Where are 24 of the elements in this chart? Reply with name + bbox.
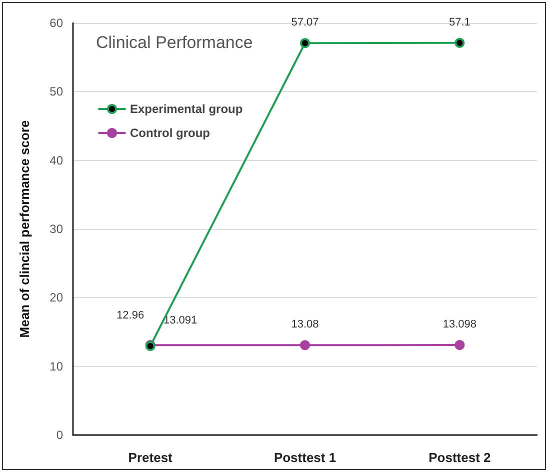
point: [454, 38, 465, 48]
data-label: 13.091: [164, 314, 198, 327]
point: [300, 340, 310, 350]
legend-label: Control group: [130, 126, 210, 140]
y-tick-label: 30: [50, 222, 64, 236]
point: [300, 38, 310, 48]
data-label: 13.08: [291, 318, 319, 331]
data-label: 13.098: [442, 318, 476, 331]
y-tick-label: 60: [50, 16, 64, 30]
x-tick-label: Pretest: [128, 450, 174, 465]
data-label: 57.07: [291, 16, 319, 29]
legend-label: Experimental group: [130, 102, 243, 116]
y-tick-label: 0: [56, 428, 64, 442]
y-tick-label: 20: [50, 290, 64, 305]
y-tick-label: 10: [50, 359, 64, 374]
point: [454, 340, 465, 350]
text: Clinical Performance: [96, 33, 253, 52]
y-axis-title: Mean of clincial performance score: [17, 120, 32, 338]
x-tick-label: Posttest 1: [274, 450, 336, 465]
x-tick-label: Posttest 2: [428, 450, 491, 465]
data-label: 57.1: [448, 16, 470, 28]
y-tick-label: 40: [50, 153, 64, 168]
y-tick-label: 50: [50, 84, 64, 99]
data-label: 12.96: [116, 310, 144, 322]
